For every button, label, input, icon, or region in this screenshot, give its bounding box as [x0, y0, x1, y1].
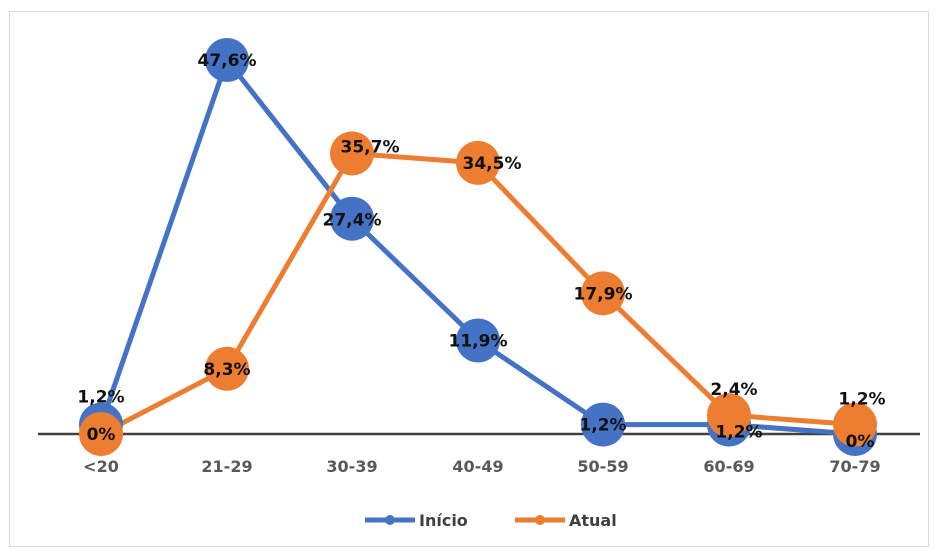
x-tick-label: 40-49 — [452, 457, 503, 476]
x-tick-label: 50-59 — [577, 457, 628, 476]
x-tick-label: <20 — [83, 457, 119, 476]
chart-frame — [9, 11, 929, 547]
data-label-inicio: 1,2% — [715, 423, 762, 443]
data-label-inicio: 27,4% — [323, 211, 382, 231]
data-label-inicio: 1,2% — [77, 388, 124, 408]
x-tick-label: 60-69 — [703, 457, 754, 476]
x-tick-label: 70-79 — [829, 457, 880, 476]
data-label-atual: 1,2% — [838, 390, 885, 410]
data-point-atual — [330, 131, 374, 176]
data-label-inicio: 47,6% — [198, 51, 257, 71]
data-label-atual: 2,4% — [710, 380, 757, 400]
legend-atual-label: Atual — [569, 511, 617, 530]
data-point-atual — [581, 271, 625, 316]
legend-inicio-marker — [385, 515, 395, 525]
legend-atual-marker — [535, 515, 545, 525]
data-label-atual: 34,5% — [463, 154, 522, 174]
data-label-atual: 0% — [87, 425, 116, 445]
data-label-inicio: 0% — [846, 432, 875, 452]
data-point-inicio — [205, 38, 249, 82]
data-point-atual — [456, 140, 500, 185]
data-point-inicio — [456, 318, 500, 363]
x-tick-label: 30-39 — [326, 457, 377, 476]
x-tick-label: 21-29 — [201, 457, 252, 476]
legend-inicio-label: Início — [419, 511, 468, 530]
data-point-atual — [707, 393, 751, 438]
data-point-atual — [205, 346, 249, 391]
data-label-inicio: 11,9% — [449, 332, 508, 352]
data-label-atual: 35,7% — [341, 138, 400, 158]
data-point-inicio — [581, 402, 625, 447]
data-point-inicio — [330, 196, 374, 241]
data-label-inicio: 1,2% — [579, 416, 626, 436]
data-point-atual — [79, 412, 123, 456]
data-point-atual — [833, 402, 877, 447]
data-label-atual: 17,9% — [574, 284, 633, 304]
data-label-atual: 8,3% — [203, 360, 250, 380]
